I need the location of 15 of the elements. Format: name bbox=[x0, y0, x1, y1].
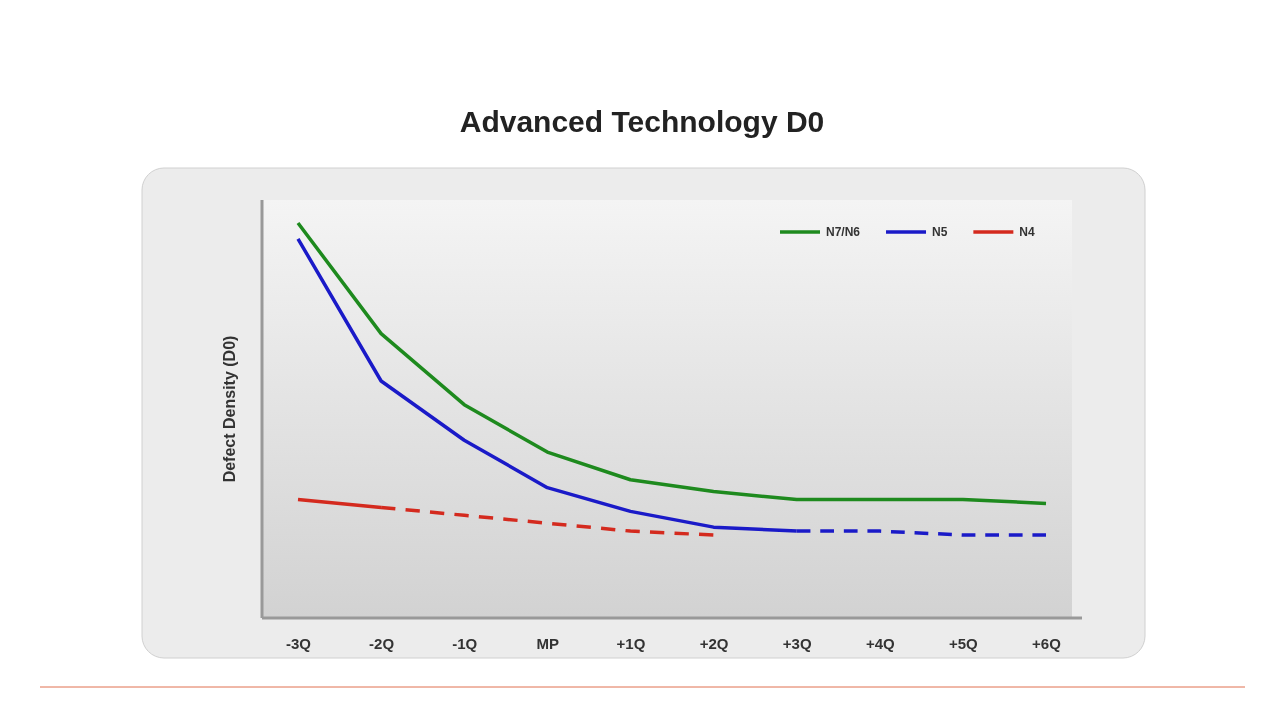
y-axis-title: Defect Density (D0) bbox=[221, 335, 238, 483]
x-tick-label: +6Q bbox=[1032, 634, 1062, 652]
x-tick-label: +3Q bbox=[782, 634, 812, 652]
x-tick-label: -2Q bbox=[369, 634, 395, 652]
x-tick-label: +4Q bbox=[865, 634, 895, 652]
x-tick-label: +5Q bbox=[949, 634, 979, 652]
x-tick-label: MP bbox=[536, 634, 560, 652]
chart-title: Advanced Technology D0 bbox=[459, 105, 825, 138]
legend-label: N5 bbox=[932, 225, 948, 239]
x-tick-label: +2Q bbox=[699, 634, 729, 652]
x-tick-label: +1Q bbox=[616, 634, 646, 652]
legend-label: N7/N6 bbox=[826, 225, 861, 239]
x-tick-label: -3Q bbox=[285, 634, 312, 652]
x-tick-label: -1Q bbox=[452, 634, 478, 652]
legend-label: N4 bbox=[1019, 225, 1036, 239]
